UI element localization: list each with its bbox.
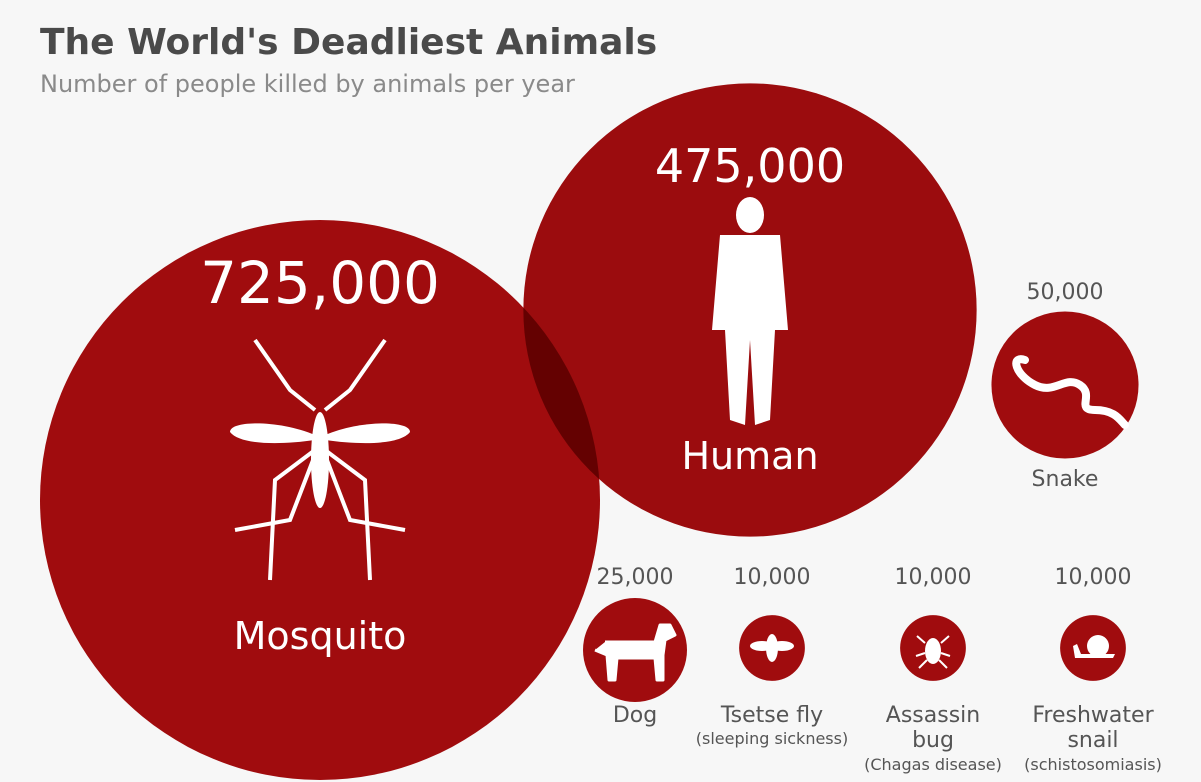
icon-leg xyxy=(253,338,317,412)
icon-head xyxy=(736,197,764,233)
value-label: 10,000 xyxy=(733,565,811,590)
icon-body xyxy=(712,235,788,425)
chart-subtitle: Number of people killed by animals per y… xyxy=(40,70,575,98)
category-label: Freshwater snail xyxy=(1032,703,1154,754)
icon-legs xyxy=(915,635,951,669)
icon-body xyxy=(925,638,941,664)
icon-shell xyxy=(1087,635,1109,657)
category-label: Human xyxy=(681,434,819,478)
icon-wing xyxy=(230,423,315,444)
icon-wing xyxy=(770,641,794,651)
category-label: Mosquito xyxy=(233,614,407,658)
category-note: (schistosomiasis) xyxy=(1024,755,1162,774)
icon xyxy=(1012,355,1129,429)
chart-title: The World's Deadliest Animals xyxy=(40,22,658,63)
value-label: 50,000 xyxy=(1026,280,1104,305)
value-label: 25,000 xyxy=(596,565,674,590)
category-label: Snake xyxy=(1031,467,1099,492)
icon xyxy=(230,338,410,581)
icon-leg xyxy=(323,448,372,581)
icon xyxy=(712,197,788,425)
icon-foot xyxy=(1073,644,1115,658)
icon-leg xyxy=(323,454,406,532)
value-label: 10,000 xyxy=(1054,565,1132,590)
icon xyxy=(1073,635,1115,658)
icon xyxy=(594,623,677,682)
icon-body xyxy=(311,412,329,508)
icon-wing xyxy=(325,423,410,444)
category-label: Assassin bug xyxy=(885,703,981,754)
value-label: 725,000 xyxy=(200,249,440,317)
value-label: 10,000 xyxy=(894,565,972,590)
icon-snake xyxy=(1012,355,1129,429)
icon-leg xyxy=(268,448,317,581)
icon-dog xyxy=(594,623,677,682)
icon-wing xyxy=(750,641,774,651)
value-label: 475,000 xyxy=(654,139,846,193)
icon xyxy=(915,635,951,669)
category-note: (sleeping sickness) xyxy=(695,729,849,748)
icon-leg xyxy=(323,338,387,412)
category-note: (Chagas disease) xyxy=(864,755,1002,774)
icon xyxy=(750,634,794,662)
category-label: Dog xyxy=(612,703,658,728)
category-label: Tsetse fly xyxy=(720,703,824,728)
icon-leg xyxy=(234,454,317,532)
